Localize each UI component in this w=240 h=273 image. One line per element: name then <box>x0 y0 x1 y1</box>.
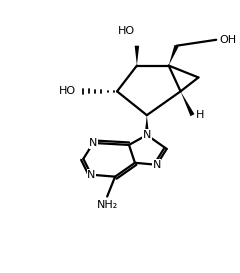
Text: NH₂: NH₂ <box>96 200 118 210</box>
Polygon shape <box>180 91 194 116</box>
Text: HO: HO <box>118 26 135 36</box>
Text: HO: HO <box>59 86 76 96</box>
Text: N: N <box>87 170 96 180</box>
Polygon shape <box>135 46 139 66</box>
Polygon shape <box>144 115 149 135</box>
Text: N: N <box>143 130 151 140</box>
Text: OH: OH <box>219 35 236 45</box>
Polygon shape <box>169 45 179 66</box>
Text: N: N <box>153 160 161 170</box>
Text: N: N <box>89 138 97 148</box>
Text: H: H <box>195 110 204 120</box>
